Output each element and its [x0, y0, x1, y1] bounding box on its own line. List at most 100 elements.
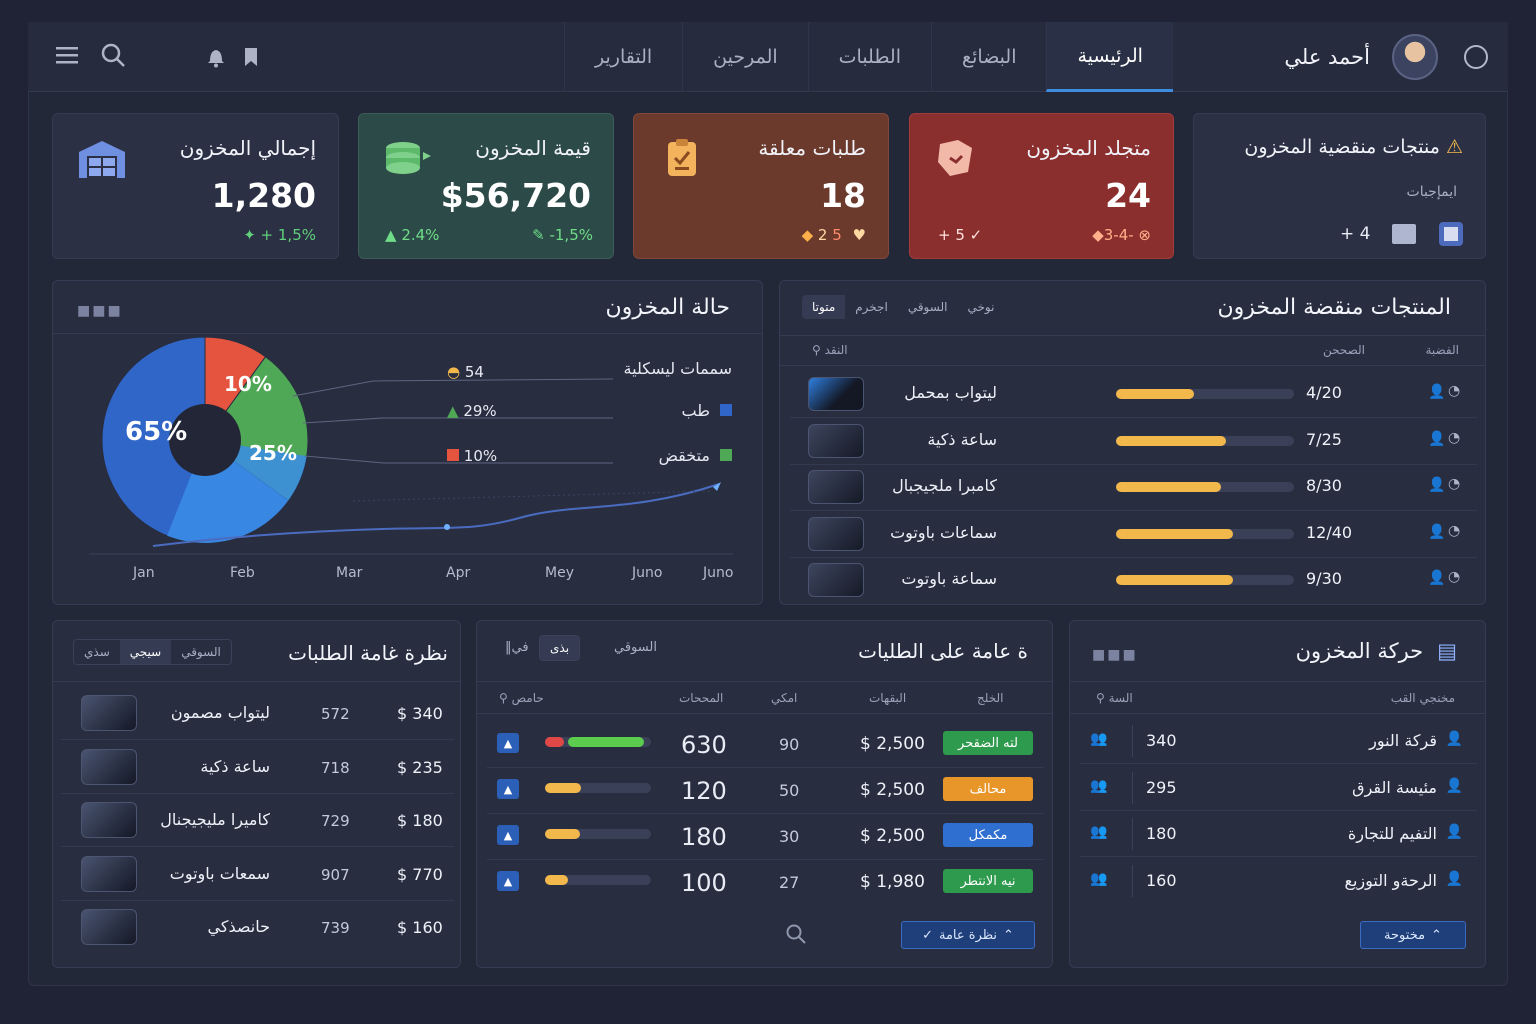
divider: [790, 556, 1477, 558]
filter-option[interactable]: سذي: [84, 645, 110, 659]
clock-icon[interactable]: ◔: [1448, 522, 1461, 539]
filter-option[interactable]: نوخي: [967, 300, 995, 314]
stat-card-total-stock[interactable]: إجمالي المخزون 1,280 ✦ + 1,5%: [52, 113, 339, 259]
more-icon[interactable]: ■■■: [1092, 647, 1138, 663]
triangle-icon[interactable]: ▲: [497, 733, 519, 753]
legend-label: سممات ليسكلية: [623, 359, 732, 378]
divider: [487, 767, 1044, 768]
overview-button[interactable]: ⌃ نظرة عامة ✓: [901, 921, 1035, 949]
stock-movement-panel: ▤ حركة المخزون ■■■ مخنجي القب ⚲ السة 👥 340…: [1069, 620, 1486, 968]
tab-returns[interactable]: المرحين: [682, 22, 807, 92]
filter-option[interactable]: السوقي: [907, 300, 948, 314]
triangle-icon[interactable]: ▲: [497, 825, 519, 845]
stock-bar: [1116, 575, 1294, 585]
table-row[interactable]: 👥 160 الرحةو التوزيع 👤: [1070, 859, 1487, 903]
bookmark-icon[interactable]: [242, 46, 260, 72]
divider: [1080, 856, 1477, 857]
search-icon[interactable]: [100, 42, 126, 68]
table-row[interactable]: سماعات باوتوت 12/40 👤 ◔: [780, 511, 1487, 558]
divider: [487, 859, 1044, 860]
table-row[interactable]: كاميرا مليجيجنال 729 $ 180: [53, 794, 462, 847]
filter-option[interactable]: السوقي: [614, 640, 657, 655]
stat-title-text: منتجات منقضية المخزون: [1244, 136, 1440, 158]
filter-option[interactable]: بذى: [540, 636, 580, 660]
user-icon[interactable]: 👤: [1428, 523, 1446, 540]
table-row[interactable]: ▲ 100 27 $ 1,980 نيه الانتطر: [477, 859, 1054, 903]
mouse-icon: [808, 377, 864, 411]
column-header: ⚲ السة: [1096, 691, 1133, 705]
list-icon[interactable]: [1392, 224, 1416, 244]
table-row[interactable]: ليتواب بمحمل 4/20 👤 ◔: [780, 371, 1487, 418]
clock-icon[interactable]: ◔: [1448, 476, 1461, 492]
stat-card-low-stock[interactable]: ⚠ منتجات منقضية المخزون ايمإجبات + 4: [1193, 113, 1486, 259]
table-row[interactable]: ▲ 630 90 $ 2,500 لته الضقحر: [477, 721, 1054, 768]
tab-orders[interactable]: الطلبات: [807, 22, 931, 92]
table-row[interactable]: سمعات باوتوت 907 $ 770: [53, 848, 462, 901]
filter-option[interactable]: سيجي: [119, 640, 172, 664]
triangle-up-icon: ▲: [447, 402, 459, 420]
stock-bar-fill: [1116, 389, 1195, 399]
product-name: سماعات باوتوت: [890, 522, 997, 542]
stat-delta: ✦ + 1,5%: [243, 226, 316, 244]
user-icon: 👤: [1445, 777, 1463, 794]
open-button[interactable]: ⌃ مختوحة: [1360, 921, 1466, 949]
filter-option[interactable]: اجخرم: [855, 300, 888, 314]
pie-center: [169, 404, 241, 476]
table-row[interactable]: ليتواب مصمون 572 $ 340: [53, 687, 462, 740]
bell-icon[interactable]: [206, 46, 226, 72]
user-icon[interactable]: 👤: [1428, 477, 1446, 493]
stat-foot: ◆ 2 5 ♥: [801, 226, 866, 244]
order-small: 50: [779, 781, 800, 800]
tab-home[interactable]: الرئيسية: [1046, 22, 1173, 92]
orders-overview-panel: نظرة غامة الطلبات سذي سيجي السوقي ليتواب…: [52, 620, 461, 968]
stat-card-pending-orders[interactable]: طلبات معلقة 18 ◆ 2 5 ♥: [633, 113, 889, 259]
clock-icon[interactable]: ◔: [1448, 383, 1461, 399]
order-amount: $ 1,980: [860, 872, 925, 892]
user-icon[interactable]: 👤: [1428, 430, 1446, 447]
column-header: المححات: [679, 691, 724, 705]
filter-option[interactable]: متوتا: [802, 295, 846, 319]
filter-option[interactable]: ‖في: [505, 640, 529, 655]
search-icon[interactable]: [785, 923, 807, 949]
panel-title: حالة المخزون: [605, 295, 730, 320]
clock-icon[interactable]: ◔: [1448, 569, 1461, 585]
table-row[interactable]: ▲ 180 30 $ 2,500 مكمكل: [477, 813, 1054, 860]
menu-icon[interactable]: [54, 42, 80, 68]
tab-reports[interactable]: التقارير: [564, 22, 682, 92]
table-row[interactable]: ساعة ذكية 718 $ 235: [53, 741, 462, 794]
table-row[interactable]: سماعة باوتوت 9/30 👤 ◔: [780, 557, 1487, 603]
card-icon[interactable]: [1439, 222, 1463, 246]
product-name: ساعة ذكية: [200, 756, 270, 776]
table-row[interactable]: 👥 340 قركة النور 👤: [1070, 719, 1487, 764]
table-row[interactable]: 👥 295 مئيسة القرق 👤: [1070, 766, 1487, 811]
stat-card-frozen-stock[interactable]: متجلد المخزون 24 + 5 ✓ ◆3-4- ⊗: [909, 113, 1174, 259]
user-menu[interactable]: أحمد علي: [1284, 34, 1438, 80]
table-row[interactable]: 👥 180 التفيم للتجارة 👤: [1070, 812, 1487, 857]
more-icon[interactable]: ■■■: [77, 303, 123, 319]
triangle-icon[interactable]: ▲: [497, 779, 519, 799]
user-icon: 👤: [1445, 824, 1463, 840]
table-row[interactable]: حانصذكي 739 $ 160: [53, 901, 462, 953]
triangle-icon[interactable]: ▲: [497, 871, 519, 891]
month-label: Apr: [446, 565, 471, 581]
user-icon[interactable]: 👤: [1428, 384, 1446, 400]
column-header: مخنجي القب: [1390, 691, 1455, 705]
clock-icon[interactable]: ◔: [1448, 429, 1461, 446]
panel-title-text: حركة المخزون: [1295, 639, 1424, 663]
tab-goods[interactable]: البضائع: [931, 22, 1046, 92]
user-icon[interactable]: 👤: [1428, 570, 1446, 586]
stat-card-stock-value[interactable]: قيمة المخزون $56,720 ▲ 2.4% ✎ -1,5%: [358, 113, 614, 259]
avatar[interactable]: [1392, 34, 1438, 80]
table-row[interactable]: كامبرا ملجيجبال 8/30 👤 ◔: [780, 464, 1487, 511]
pie-label-25: 25%: [249, 441, 297, 465]
filter-segment: بذى: [539, 635, 581, 661]
globe-icon[interactable]: [1464, 45, 1488, 69]
divider: [1070, 713, 1485, 714]
divider: [790, 417, 1477, 418]
table-row[interactable]: ▲ 120 50 $ 2,500 محالف: [477, 767, 1054, 814]
table-row[interactable]: ساعة ذكية 7/25 👤 ◔: [780, 418, 1487, 465]
filter-option[interactable]: السوقي: [181, 645, 221, 659]
column-divider: [1132, 725, 1133, 757]
stat-title: طلبات معلقة: [758, 136, 866, 160]
stat-foot-a: + 5: [938, 226, 965, 244]
